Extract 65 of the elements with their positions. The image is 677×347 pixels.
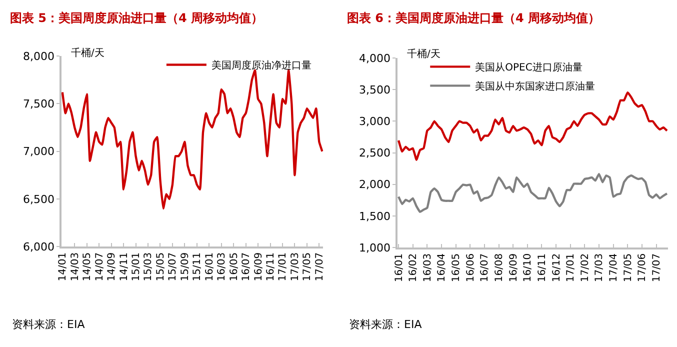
x-tick-label: 17/01 bbox=[566, 253, 577, 282]
x-tick-label: 15/03 bbox=[143, 252, 154, 282]
chart-title: 图表 5：美国周度原油进口量（4 周移动均值） bbox=[10, 11, 264, 25]
x-tick-label: 16/04 bbox=[436, 253, 448, 282]
y-tick-label: 2,500 bbox=[359, 146, 391, 160]
x-tick-label: 16/09 bbox=[253, 252, 264, 282]
x-tick-label: 17/03 bbox=[290, 252, 301, 282]
x-tick-label: 16/10 bbox=[522, 253, 534, 282]
x-tick-label: 16/03 bbox=[422, 253, 434, 282]
y-tick-label: 3,000 bbox=[359, 115, 391, 128]
x-tick-label: 16/09 bbox=[508, 253, 520, 282]
x-tick-label: 15/01 bbox=[131, 252, 142, 282]
x-tick-label: 16/05 bbox=[451, 253, 462, 282]
y-tick-label: 6,500 bbox=[23, 192, 55, 206]
y-tick-label: 3,500 bbox=[359, 83, 391, 96]
y-tick-label: 1,000 bbox=[359, 241, 391, 254]
x-tick-label: 15/07 bbox=[168, 252, 179, 282]
x-tick-label: 16/11 bbox=[266, 252, 277, 282]
y-tick-label: 1,500 bbox=[359, 210, 391, 223]
line-series bbox=[61, 69, 324, 210]
x-tick-label: 16/02 bbox=[408, 253, 420, 282]
x-tick-label: 14/01 bbox=[58, 252, 69, 282]
legend-label: 美国从中东国家进口原油量 bbox=[475, 80, 596, 93]
x-tick-label: 17/04 bbox=[608, 253, 620, 282]
line-series bbox=[397, 91, 668, 161]
x-tick-label: 16/03 bbox=[216, 252, 228, 282]
chart-title: 图表 6：美国周度原油进口量（4 周移动均值） bbox=[347, 11, 600, 25]
y-axis-title: 千桶/天 bbox=[407, 48, 440, 60]
x-tick-label: 17/07 bbox=[314, 252, 326, 282]
x-tick-label: 16/01 bbox=[204, 252, 216, 282]
text: 资料来源：EIA bbox=[349, 318, 422, 331]
x-tick-label: 17/05 bbox=[622, 253, 634, 282]
x-tick-label: 17/02 bbox=[580, 253, 591, 282]
x-tick-label: 15/11 bbox=[192, 252, 204, 282]
x-tick-label: 16/05 bbox=[228, 252, 240, 282]
y-tick-label: 6,000 bbox=[23, 240, 55, 254]
x-tick-label: 14/07 bbox=[94, 252, 106, 282]
x-tick-label: 16/07 bbox=[480, 253, 491, 282]
y-tick-label: 7,000 bbox=[23, 145, 55, 158]
x-tick-label: 15/05 bbox=[155, 252, 166, 282]
legend-label: 美国周度原油净进口量 bbox=[211, 60, 312, 72]
x-tick-label: 14/05 bbox=[82, 252, 94, 282]
x-tick-label: 14/11 bbox=[118, 252, 130, 282]
y-tick-label: 4,000 bbox=[359, 52, 391, 65]
x-tick-label: 15/09 bbox=[180, 252, 191, 282]
x-tick-label: 17/07 bbox=[652, 253, 662, 282]
x-tick-label: 16/01 bbox=[394, 253, 405, 282]
x-tick-label: 17/01 bbox=[278, 252, 289, 282]
line-series bbox=[397, 172, 668, 213]
x-tick-label: 16/12 bbox=[551, 253, 562, 282]
x-tick-label: 16/06 bbox=[465, 253, 476, 282]
x-tick-label: 16/08 bbox=[494, 253, 506, 282]
x-tick-label: 17/06 bbox=[637, 253, 648, 282]
y-tick-label: 8,000 bbox=[23, 50, 55, 63]
x-tick-label: 14/03 bbox=[70, 252, 81, 282]
x-tick-label: 14/09 bbox=[106, 252, 118, 282]
text: 资料来源：EIA bbox=[12, 318, 86, 331]
legend-label: 美国从OPEC进口原油量 bbox=[475, 62, 582, 74]
x-tick-label: 17/03 bbox=[594, 253, 606, 282]
y-axis-title: 千桶/天 bbox=[71, 47, 104, 59]
x-tick-label: 16/11 bbox=[536, 253, 548, 282]
y-tick-label: 2,000 bbox=[359, 178, 391, 192]
y-tick-label: 7,500 bbox=[23, 98, 55, 111]
x-tick-label: 17/05 bbox=[302, 252, 314, 282]
x-tick-label: 16/07 bbox=[241, 252, 252, 282]
